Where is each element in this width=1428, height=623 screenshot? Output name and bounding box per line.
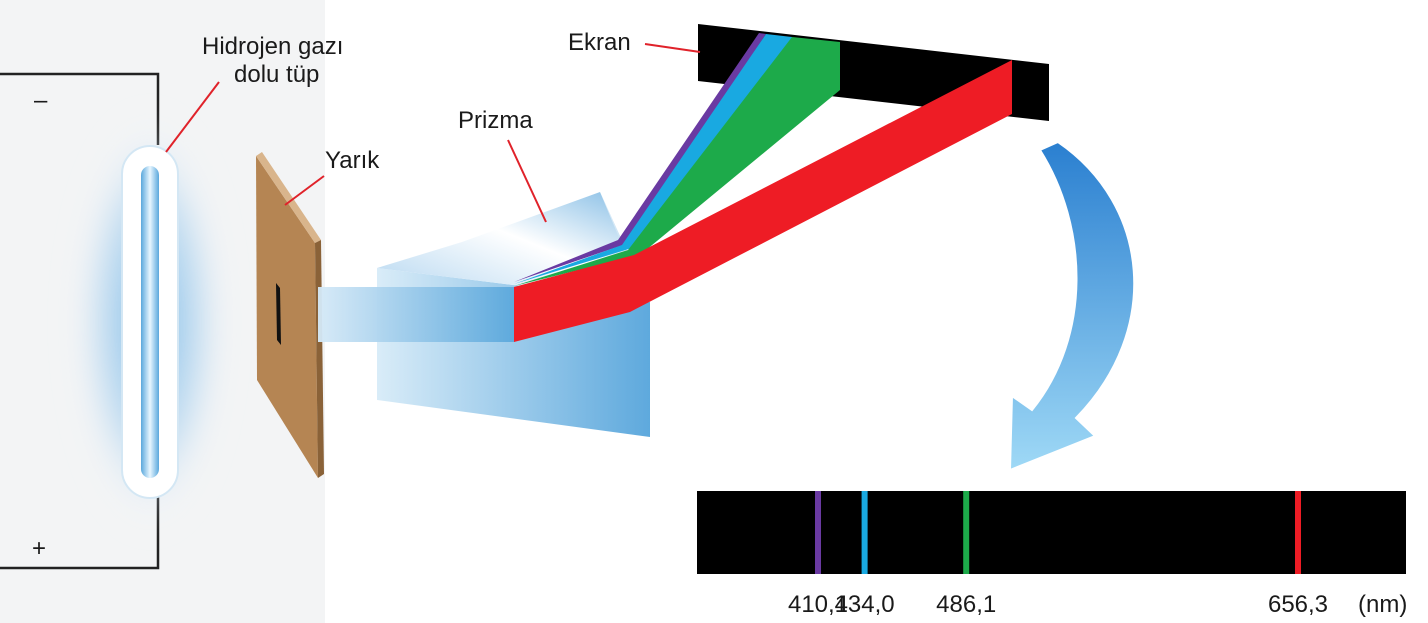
positive-terminal: +: [32, 535, 46, 562]
spectrum-line-1: [861, 491, 868, 574]
slit-card: [256, 152, 324, 478]
slit-label: Yarık: [325, 147, 380, 174]
tube-label-pointer: [165, 81, 220, 153]
slit-opening: [276, 283, 281, 345]
screen-label-pointer: [644, 43, 701, 53]
green-beam: [514, 37, 840, 286]
spectrum-line-2: [963, 491, 970, 574]
prism-label-pointer: [507, 139, 547, 223]
spectrum-line-label-2: 486,1: [936, 591, 996, 618]
screen-label: Ekran: [568, 29, 631, 56]
spectrum-line-0: [815, 491, 821, 574]
prism-label: Prizma: [458, 107, 533, 134]
spectrum-line-label-0: 410,1: [788, 591, 848, 618]
spectrum-line-label-3: 656,3: [1268, 591, 1328, 618]
blue-beam: [514, 34, 792, 284]
spectrum-line-label-1: 434,0: [835, 591, 895, 618]
spectrum-unit-label: (nm): [1358, 591, 1407, 618]
negative-terminal: –: [34, 87, 48, 114]
incoming-light-beam: [318, 287, 514, 342]
red-beam: [514, 60, 1012, 342]
hydrogen-tube: [121, 145, 179, 499]
tube-label-line2: dolu tüp: [234, 61, 319, 88]
tube-label-line1: Hidrojen gazı: [202, 33, 343, 60]
spectrum-lines: [815, 491, 1301, 574]
spectrum-line-3: [1295, 491, 1301, 574]
curved-arrow: [1008, 140, 1136, 472]
slit-label-pointer: [284, 175, 325, 206]
